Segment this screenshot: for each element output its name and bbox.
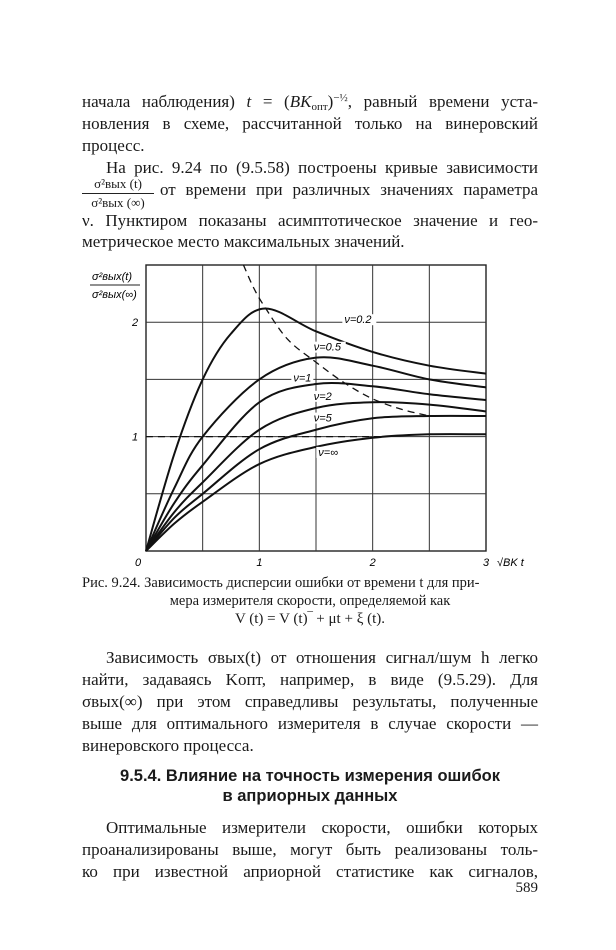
section-heading: 9.5.4. Влияние на точность измерения оши… [120,767,500,785]
text-line: Зависимость σвых(t) от отношения сигнал/… [106,648,538,667]
text-segment: На рис. 9.24 по (9.5.58) построены кривы… [106,158,538,177]
text-line: На рис. 9.24 по (9.5.58) построены кривы… [82,158,538,178]
text-line: начала наблюдения) t = (BKопт)−½, равный… [82,92,539,113]
text-line: ν. Пунктиром показаны асимптотическое зн… [82,211,538,230]
x-tick-label: 0 [135,557,142,569]
fraction-numerator: σ²вых (t) [94,176,142,191]
series-label: ν=5 [314,413,333,425]
series-curve [145,414,487,552]
text-line: Оптимальные измерители скорости, ошибки … [106,818,538,837]
text-segment: = ( [251,92,290,111]
fraction-denominator: σ²вых (∞) [91,195,145,210]
text-segment: новления в схеме, рассчитанной только на… [82,114,538,133]
fraction-sigma-ratio: σ²вых (t) σ²вых (∞) [82,176,154,211]
fraction-bar [82,193,154,194]
y-tick-label: 1 [132,432,138,444]
series-label: ν=∞ [318,447,338,459]
page-number: 589 [515,880,539,896]
series-curve [145,381,487,552]
text-line: σвых(∞) при этом справедливы результаты,… [82,692,538,711]
text-segment: процесс. [82,136,145,155]
x-tick-label: 3 [483,557,490,569]
caption-formula: V (t) = V (t)‾ + μt + ξ (t). [234,611,386,627]
x-axis-label: √BK t [497,557,525,569]
caption-line: Рис. 9.24. Зависимость дисперсии ошибки … [82,575,480,591]
series-label: ν=0.2 [344,314,371,326]
series-label-bg [311,412,334,424]
x-tick-label: 2 [369,557,376,569]
text-segment: −½ [333,92,348,104]
series-curve [145,307,487,552]
series-label-bg [291,372,314,384]
series-curve [145,356,487,552]
text-segment: t [246,92,252,111]
series-label: ν=1 [293,373,311,385]
series-label-bg [342,314,377,326]
y-tick-label: 2 [131,317,138,329]
series-label: ν=2 [314,391,332,403]
text-line: выше для оптимального измерителя в случа… [82,714,538,733]
text-segment: опт [311,101,328,113]
text-segment: ) [327,92,334,111]
section-heading: в априорных данных [222,787,398,805]
text-segment: BK [289,92,312,111]
series-label-bg [316,446,339,458]
fraction-line-text: от времени при различных значениях парам… [160,180,538,199]
text-line: найти, задаваясь Kопт, например, в виде … [82,670,538,689]
figure-9-24-chart: ν=0.2 ν=0.5 ν=1ν=2 ν=5 ν=∞ 1 2 0 1 2 3 √BK t σ²вых(t… [90,264,525,569]
series-curve [145,433,487,552]
y-axis-label-numerator: σ²вых(t) [92,271,132,283]
text-line: метрическое место максимальных значений. [82,232,405,251]
text-line: новления в схеме, рассчитанной только на… [82,114,538,134]
text-line: процесс. [82,136,538,156]
caption-line: мера измерителя скорости, определяемой к… [169,593,451,609]
text-line: проанализированы выше, могут быть реализ… [82,840,538,859]
series-label-bg [311,341,346,353]
dashed-locus-of-maxima [242,264,430,417]
text-segment: начала наблюдения) [82,92,247,111]
text-segment: , равный времени уста- [347,92,539,111]
series-label-bg [311,390,334,402]
text-line: ко при известной априорной статистике ка… [82,862,538,881]
series-curve [145,401,487,552]
series-label: ν=0.5 [314,342,342,354]
x-tick-label: 1 [256,557,262,569]
text-line: винеровского процесса. [82,736,254,755]
y-axis-label-denominator: σ²вых(∞) [92,289,137,301]
